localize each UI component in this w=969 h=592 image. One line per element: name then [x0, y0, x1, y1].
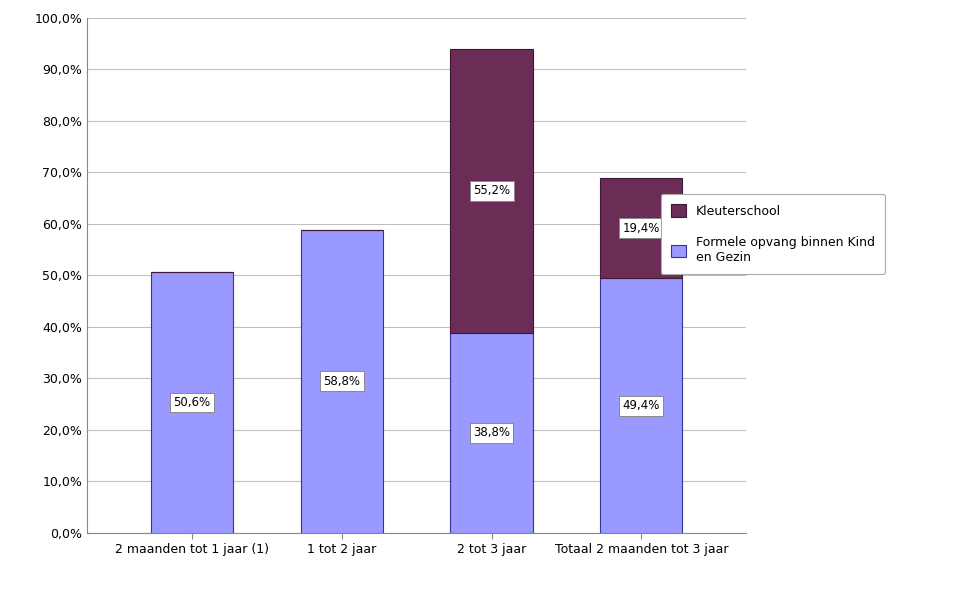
Bar: [151, 272, 234, 533]
Text: 50,6%: 50,6%: [173, 396, 210, 409]
Text: 49,4%: 49,4%: [623, 399, 660, 412]
Text: 55,2%: 55,2%: [473, 184, 510, 197]
Bar: [300, 230, 383, 533]
Text: 58,8%: 58,8%: [324, 375, 360, 388]
Bar: [600, 178, 682, 278]
Bar: [451, 333, 533, 533]
Text: 38,8%: 38,8%: [473, 426, 510, 439]
Text: 19,4%: 19,4%: [623, 222, 660, 235]
Bar: [600, 278, 682, 533]
Bar: [451, 49, 533, 333]
Legend: Kleuterschool, Formele opvang binnen Kind
en Gezin: Kleuterschool, Formele opvang binnen Kin…: [661, 194, 885, 274]
